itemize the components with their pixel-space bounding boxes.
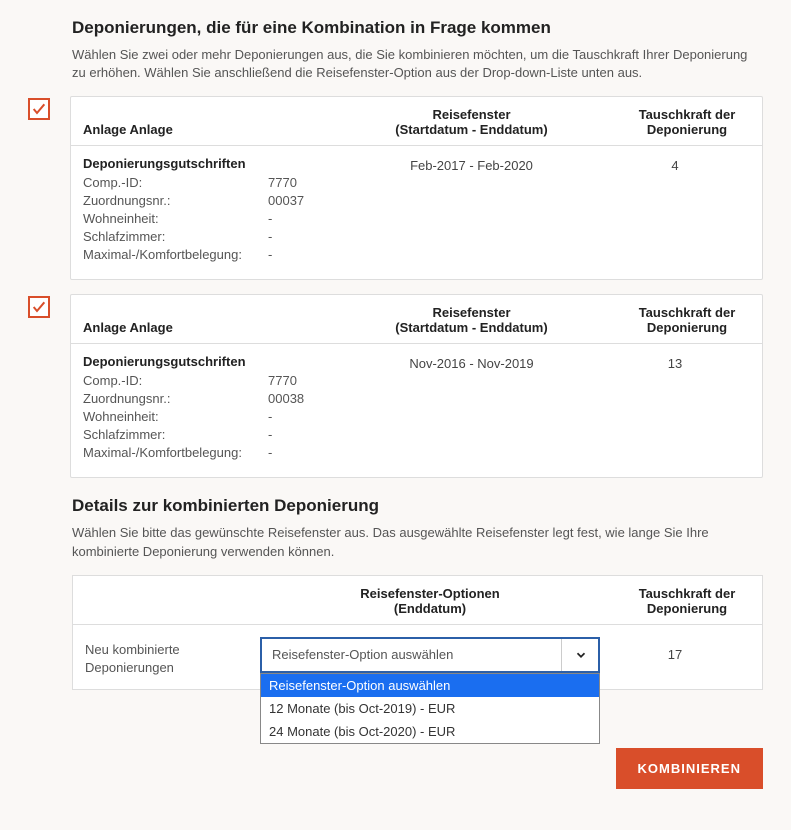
section1-intro: Wählen Sie zwei oder mehr Deponierungen … <box>72 46 763 82</box>
label-zuordnung: Zuordnungsnr.: <box>83 391 268 406</box>
section2-intro: Wählen Sie bitte das gewünschte Reisefen… <box>72 524 763 560</box>
deposit-card-0: Anlage Anlage Reisefenster(Startdatum - … <box>70 96 763 280</box>
head-anlage: Anlage Anlage <box>71 295 331 343</box>
val-maximal: - <box>268 445 272 460</box>
val-wohneinheit: - <box>268 211 272 226</box>
val-wohneinheit: - <box>268 409 272 424</box>
val-maximal: - <box>268 247 272 262</box>
combine-button[interactable]: KOMBINIEREN <box>616 748 763 789</box>
label-schlafzimmer: Schlafzimmer: <box>83 229 268 244</box>
dropdown-option-1[interactable]: 12 Monate (bis Oct-2019) - EUR <box>261 697 599 720</box>
label-wohneinheit: Wohneinheit: <box>83 211 268 226</box>
deposit-window: Feb-2017 - Feb-2020 <box>343 156 600 265</box>
head-tauschkraft: Tauschkraft derDeponierung <box>612 295 762 343</box>
select-value: Reisefenster-Option auswählen <box>272 647 453 662</box>
combined-head-tauschkraft: Tauschkraft der Deponierung <box>612 576 762 624</box>
combined-row-label: Neu kombinierte Deponierungen <box>85 637 260 677</box>
chevron-down-icon <box>561 639 588 671</box>
deposit-title: Deponierungsgutschriften <box>83 156 343 171</box>
head-tauschkraft: Tauschkraft derDeponierung <box>612 97 762 145</box>
val-zuordnung: 00038 <box>268 391 304 406</box>
combined-power: 17 <box>600 637 750 662</box>
combined-card: Reisefenster-Optionen (Enddatum) Tauschk… <box>72 575 763 690</box>
head-anlage: Anlage Anlage <box>71 97 331 145</box>
travel-window-dropdown[interactable]: Reisefenster-Option auswählen12 Monate (… <box>260 673 600 744</box>
val-schlafzimmer: - <box>268 427 272 442</box>
label-schlafzimmer: Schlafzimmer: <box>83 427 268 442</box>
label-comp-id: Comp.-ID: <box>83 175 268 190</box>
label-wohneinheit: Wohneinheit: <box>83 409 268 424</box>
deposit-window: Nov-2016 - Nov-2019 <box>343 354 600 463</box>
dropdown-option-2[interactable]: 24 Monate (bis Oct-2020) - EUR <box>261 720 599 743</box>
label-zuordnung: Zuordnungsnr.: <box>83 193 268 208</box>
head-reisefenster: Reisefenster(Startdatum - Enddatum) <box>331 97 612 145</box>
val-zuordnung: 00037 <box>268 193 304 208</box>
section1-title: Deponierungen, die für eine Kombination … <box>72 18 763 38</box>
travel-window-select[interactable]: Reisefenster-Option auswählen <box>260 637 600 673</box>
deposit-checkbox-1[interactable] <box>28 296 50 318</box>
deposit-power: 4 <box>600 156 750 265</box>
label-comp-id: Comp.-ID: <box>83 373 268 388</box>
deposit-power: 13 <box>600 354 750 463</box>
deposit-title: Deponierungsgutschriften <box>83 354 343 369</box>
combined-head-optionen: Reisefenster-Optionen (Enddatum) <box>248 576 612 624</box>
val-comp-id: 7770 <box>268 373 297 388</box>
section2-title: Details zur kombinierten Deponierung <box>72 496 763 516</box>
combined-head-left <box>73 576 248 624</box>
label-maximal: Maximal-/Komfortbelegung: <box>83 247 268 262</box>
label-maximal: Maximal-/Komfortbelegung: <box>83 445 268 460</box>
deposit-card-1: Anlage Anlage Reisefenster(Startdatum - … <box>70 294 763 478</box>
deposit-checkbox-0[interactable] <box>28 98 50 120</box>
val-schlafzimmer: - <box>268 229 272 244</box>
dropdown-option-0[interactable]: Reisefenster-Option auswählen <box>261 674 599 697</box>
val-comp-id: 7770 <box>268 175 297 190</box>
head-reisefenster: Reisefenster(Startdatum - Enddatum) <box>331 295 612 343</box>
